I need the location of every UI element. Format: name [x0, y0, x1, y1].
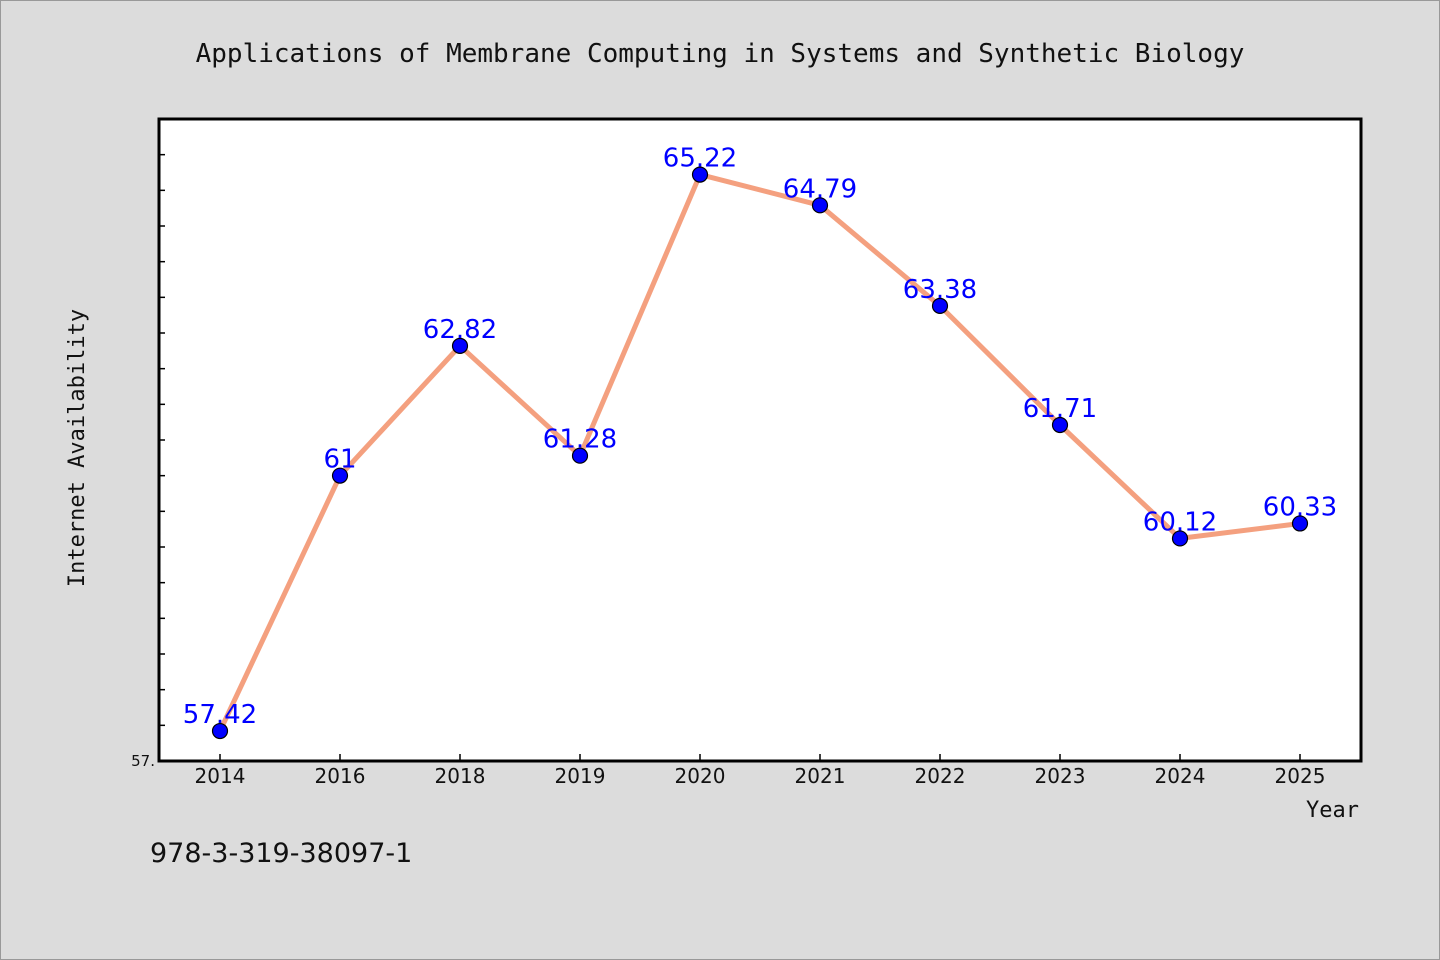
x-axis-label: Year [1306, 798, 1359, 823]
plot-area [157, 117, 1363, 763]
data-points [211, 166, 1309, 740]
x-tick-labels: 2014 2016 2018 2019 2020 2021 2022 2023 2024 2025 [195, 764, 1326, 788]
data-label: 57.42 [183, 700, 257, 730]
data-point [211, 722, 229, 740]
data-point [451, 337, 469, 354]
x-tick-label: 2021 [795, 764, 846, 788]
data-point [931, 297, 949, 314]
data-point [571, 447, 589, 464]
x-tick-label: 2019 [555, 764, 606, 788]
y-axis-ticks [159, 153, 165, 727]
data-point [811, 197, 829, 214]
data-label: 60.33 [1263, 492, 1337, 522]
y-axis-label: Internet Availability [65, 309, 90, 587]
data-point [1051, 416, 1069, 434]
x-tick-label: 2025 [1275, 764, 1326, 788]
data-label: 62.82 [423, 315, 497, 345]
x-tick-label: 2020 [675, 764, 726, 788]
data-label: 61.71 [1023, 394, 1097, 424]
isbn-footer: 978-3-319-38097-1 [150, 838, 412, 869]
x-tick-label: 2014 [195, 764, 246, 788]
data-point [1171, 530, 1189, 547]
data-label: 63.38 [903, 275, 977, 305]
data-point [691, 166, 709, 183]
data-label: 61.28 [543, 425, 617, 455]
data-label: 61 [323, 445, 356, 475]
x-tick-label: 2023 [1035, 764, 1086, 788]
data-label: 64.79 [783, 174, 857, 204]
data-point [1291, 515, 1309, 532]
chart-title: Applications of Membrane Computing in Sy… [196, 39, 1245, 69]
data-labels: 57.42 61 62.82 61.28 65.22 64.79 63.38 61.71 60.… [183, 144, 1337, 730]
x-tick-label: 2018 [435, 764, 486, 788]
x-tick-label: 2016 [315, 764, 366, 788]
x-tick-label: 2024 [1155, 764, 1206, 788]
x-tick-label: 2022 [915, 764, 966, 788]
data-point [331, 467, 349, 484]
y-tick-label: 57. [131, 752, 155, 770]
data-label: 60.12 [1143, 507, 1217, 537]
series-line [217, 172, 1301, 733]
x-axis-ticks [219, 754, 1301, 761]
data-label: 65.22 [663, 144, 737, 174]
